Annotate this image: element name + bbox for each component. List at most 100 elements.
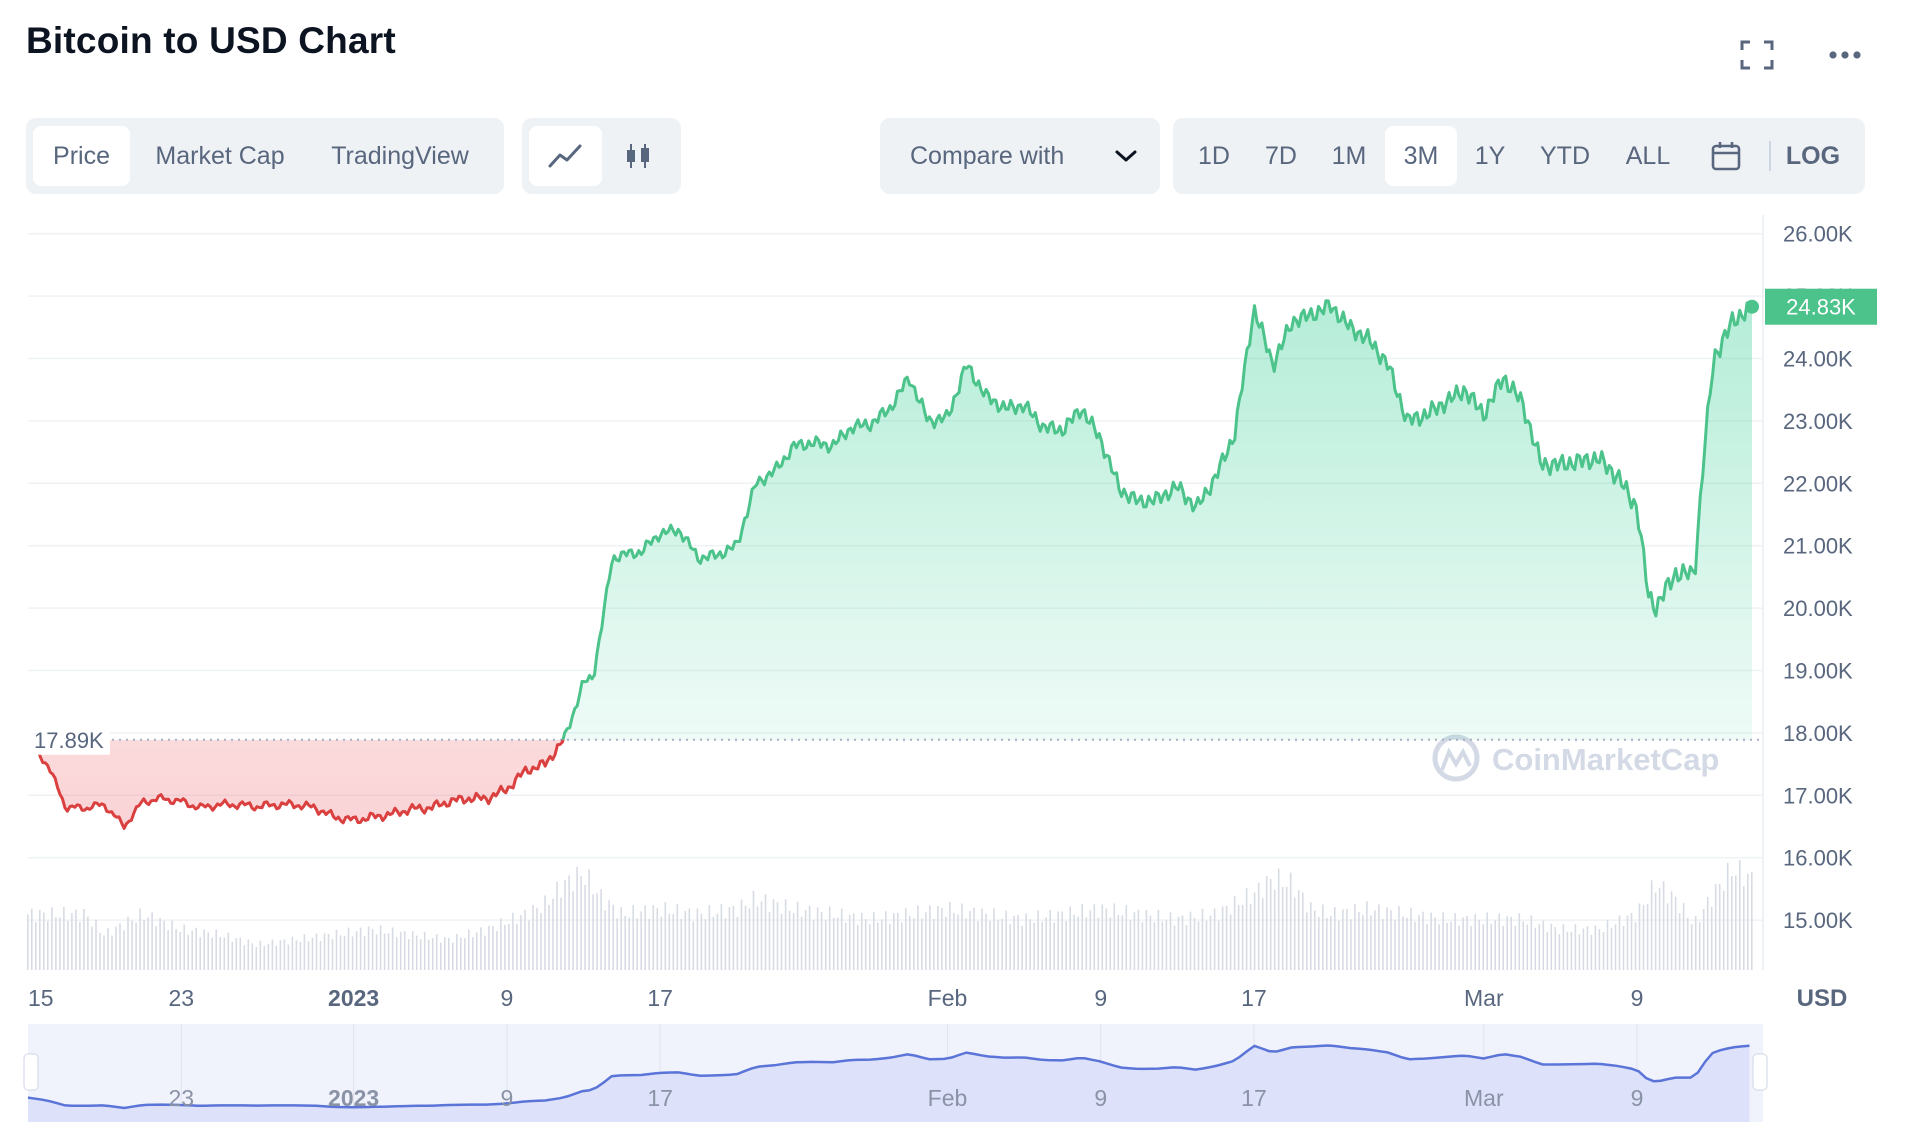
volume-bar (985, 913, 987, 970)
volume-bar (1686, 917, 1689, 970)
volume-bar (504, 925, 506, 970)
range-1d[interactable]: 1D (1198, 141, 1230, 170)
range-1m[interactable]: 1M (1331, 141, 1367, 170)
x-axis: 15 23 2023 9 17 Feb 9 17 Mar 9 (28, 985, 1643, 1011)
y-tick-label: 17.00K (1783, 783, 1853, 808)
chevron-down-icon (1115, 150, 1137, 162)
volume-bar (1478, 919, 1480, 970)
calendar-button[interactable] (1689, 126, 1763, 186)
volume-bar (1362, 915, 1364, 970)
volume-bar (1197, 921, 1200, 970)
log-toggle[interactable]: LOG (1785, 141, 1841, 170)
candlestick-button[interactable] (602, 126, 675, 186)
volume-bar (989, 920, 991, 970)
volume-bar (259, 940, 262, 970)
volume-bar (143, 919, 145, 970)
tab-price[interactable]: Price (33, 126, 130, 186)
volume-bar (219, 936, 221, 970)
volume-bar (1390, 910, 1392, 970)
volume-bar (885, 911, 887, 970)
volume-bar (1005, 910, 1007, 970)
volume-bar (1698, 921, 1701, 970)
more-dots-icon[interactable] (1825, 38, 1865, 72)
range-all[interactable]: ALL (1625, 141, 1671, 170)
volume-bar (596, 893, 598, 970)
volume-bar (696, 908, 699, 970)
volume-bar (1302, 892, 1304, 970)
volume-bar (604, 910, 606, 970)
volume-bar (1318, 917, 1320, 970)
volume-bar (135, 922, 137, 970)
volume-bar (1490, 923, 1492, 970)
volume-bar (1177, 916, 1180, 970)
volume-bar (1450, 921, 1452, 970)
volume-bar (1702, 909, 1705, 970)
volume-bar (323, 933, 326, 970)
volume-bar (1634, 922, 1637, 970)
volume-bar (275, 945, 278, 970)
volume-bar (800, 916, 803, 970)
volume-bar (263, 945, 266, 970)
volume-bar (335, 929, 338, 970)
brush-area (28, 1045, 1750, 1122)
tab-market-cap[interactable]: Market Cap (155, 141, 285, 170)
y-tick-label: 15.00K (1783, 908, 1853, 933)
volume-bar (1165, 919, 1168, 970)
range-3m[interactable]: 3M (1385, 126, 1457, 186)
range-7d[interactable]: 7D (1265, 141, 1297, 170)
volume-bar (1618, 915, 1621, 970)
volume-bar (1257, 882, 1260, 970)
volume-bar (59, 917, 61, 970)
page-title: Bitcoin to USD Chart (26, 20, 396, 61)
volume-bar (712, 916, 715, 970)
volume-bar (1009, 924, 1011, 970)
volume-bar (1297, 890, 1300, 970)
range-brush[interactable]: 23 2023 9 17 Feb 9 17 Mar 9 (23, 1024, 1768, 1122)
volume-bar (179, 932, 181, 970)
volume-bar (167, 930, 169, 970)
volume-bar (1602, 932, 1605, 970)
volume-bar (1678, 913, 1681, 970)
volume-bar (1566, 931, 1569, 970)
volume-bar (203, 929, 205, 970)
volume-bar (283, 939, 286, 970)
volume-bars (27, 860, 1753, 970)
brush-handle-right[interactable] (1752, 1053, 1768, 1091)
line-chart-button[interactable] (529, 126, 602, 186)
volume-bar (1169, 912, 1172, 970)
volume-bar (1105, 908, 1108, 970)
volume-bar (1406, 917, 1408, 970)
brush-line (27, 1044, 1750, 1110)
volume-bar (315, 933, 318, 970)
volume-bar (1109, 917, 1112, 970)
volume-bar (1145, 909, 1148, 970)
volume-bar (1650, 880, 1653, 970)
range-1y[interactable]: 1Y (1474, 141, 1506, 170)
volume-bar (1326, 918, 1328, 970)
compare-with-dropdown[interactable]: Compare with (880, 118, 1160, 194)
volume-bar (39, 909, 41, 970)
brush-handle-left[interactable] (23, 1053, 39, 1091)
volume-bar (339, 935, 342, 970)
volume-bar (1518, 913, 1521, 970)
volume-bar (812, 919, 815, 970)
brush-labels: 23 2023 9 17 Feb 9 17 Mar 9 (168, 1085, 1643, 1111)
volume-bar (909, 915, 911, 970)
fullscreen-icon[interactable] (1737, 38, 1777, 72)
tab-tradingview[interactable]: TradingView (331, 141, 469, 170)
volume-bar (1205, 920, 1208, 970)
volume-bar (572, 891, 574, 970)
range-ytd[interactable]: YTD (1540, 141, 1590, 170)
y-tick-label: 23.00K (1783, 409, 1853, 434)
volume-bar (1358, 912, 1360, 970)
coinmarketcap-logo-mark (1440, 747, 1472, 771)
volume-bar (512, 912, 514, 970)
volume-bar (411, 931, 414, 970)
current-price-label-bg (1765, 288, 1877, 325)
volume-bar (1498, 913, 1500, 970)
volume-bar (1690, 924, 1693, 970)
volume-bar (468, 929, 470, 970)
volume-bar (79, 921, 81, 970)
volume-bar (560, 897, 562, 970)
